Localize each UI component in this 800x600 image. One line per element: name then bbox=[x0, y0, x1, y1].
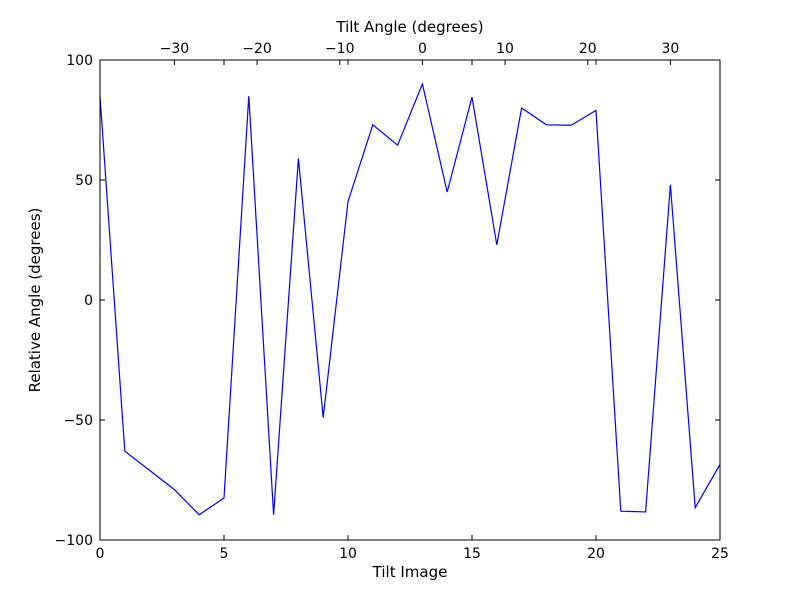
y-tick-label: −100 bbox=[55, 533, 93, 549]
x-tick-label: 15 bbox=[463, 546, 481, 562]
series-layer bbox=[99, 82, 721, 516]
x2-tick-label: 20 bbox=[579, 41, 597, 57]
x-tick-label: 5 bbox=[220, 546, 229, 562]
y-tick-label: 100 bbox=[66, 53, 93, 69]
y-tick-label: 0 bbox=[84, 293, 93, 309]
x-tick-label: 0 bbox=[96, 546, 105, 562]
y-axis-title: Relative Angle (degrees) bbox=[26, 208, 44, 393]
x2-tick-label: 10 bbox=[496, 41, 514, 57]
x2-axis-title: Tilt Angle (degrees) bbox=[335, 18, 483, 36]
axes-frame bbox=[99, 59, 721, 541]
y-tick-label: −50 bbox=[63, 413, 93, 429]
x2-tick-label: 0 bbox=[418, 41, 427, 57]
x-tick-label: 20 bbox=[587, 546, 605, 562]
x-axis-title: Tilt Image bbox=[372, 563, 448, 581]
x2-tick-label: −30 bbox=[160, 41, 190, 57]
x2-tick-label: 30 bbox=[661, 41, 679, 57]
x-tick-label: 10 bbox=[339, 546, 357, 562]
plot-area-border bbox=[99, 59, 721, 541]
x2-tick-label: −20 bbox=[242, 41, 272, 57]
series-line-0 bbox=[99, 82, 721, 516]
x2-tick-label: −10 bbox=[325, 41, 355, 57]
x-tick-label: 25 bbox=[711, 546, 729, 562]
y-tick-label: 50 bbox=[75, 173, 93, 189]
